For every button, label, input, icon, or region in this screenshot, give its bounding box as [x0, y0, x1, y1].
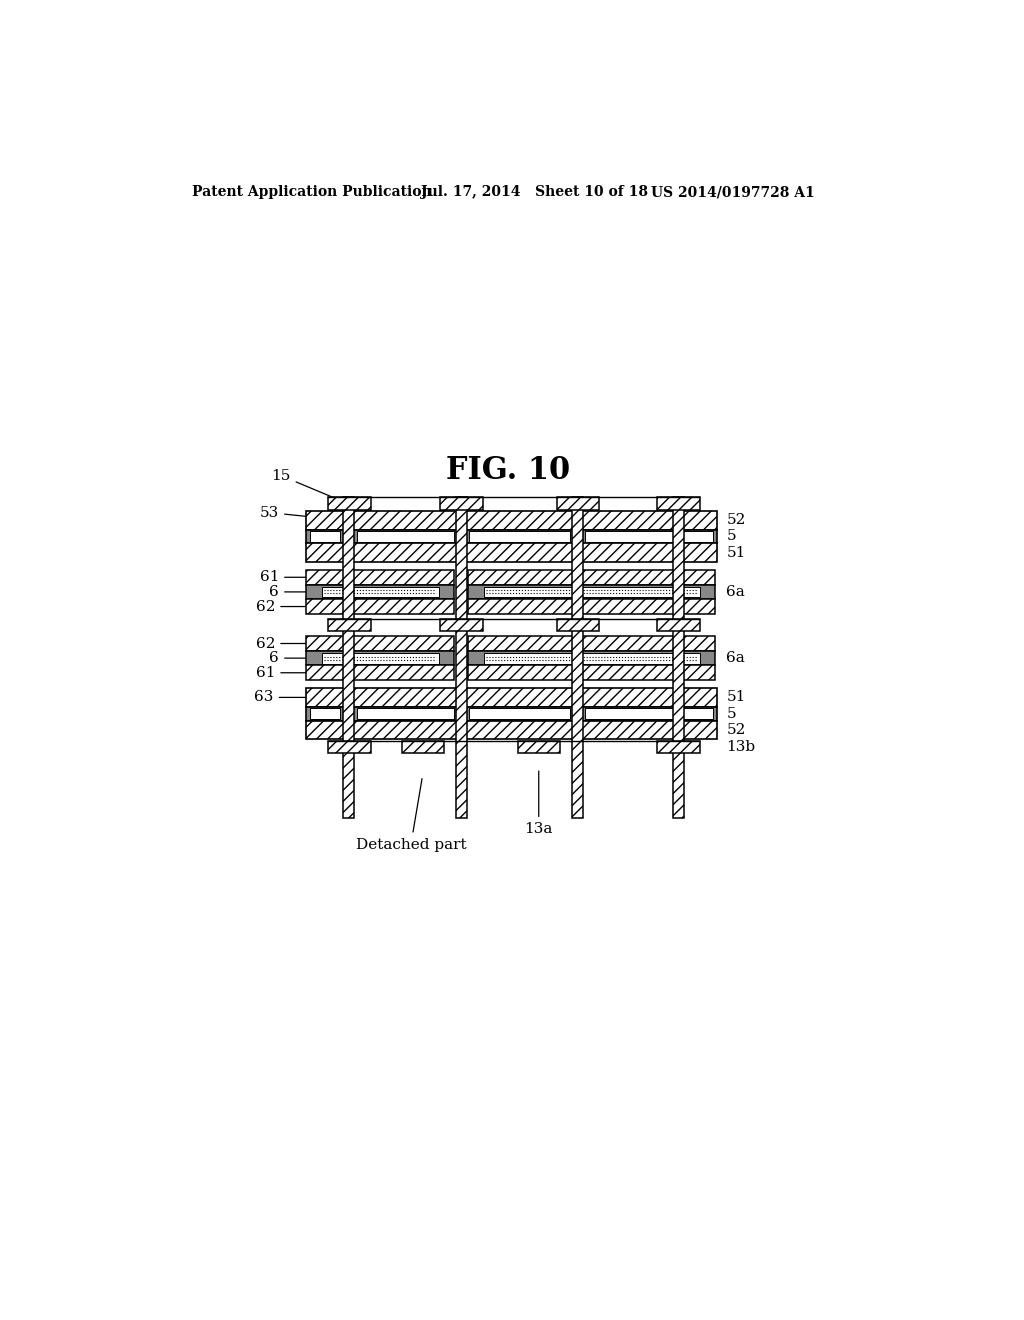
Bar — [468, 651, 716, 665]
Bar — [401, 741, 444, 752]
Bar — [673, 498, 684, 818]
Bar — [483, 653, 700, 664]
Text: 62: 62 — [256, 636, 307, 651]
Bar — [657, 619, 700, 631]
Bar — [469, 708, 569, 719]
Bar — [586, 531, 713, 543]
Bar — [356, 708, 454, 719]
Bar — [306, 706, 717, 721]
Text: 51: 51 — [726, 690, 745, 705]
Bar — [306, 721, 717, 739]
Bar — [306, 511, 717, 529]
Text: 15: 15 — [271, 469, 345, 503]
Text: 13a: 13a — [524, 771, 553, 836]
Bar — [306, 529, 717, 544]
Text: 51: 51 — [726, 545, 745, 560]
Text: 62: 62 — [256, 599, 307, 614]
Bar — [356, 531, 454, 543]
Text: 53: 53 — [260, 506, 327, 520]
Bar — [468, 570, 716, 585]
Text: 61: 61 — [260, 570, 307, 585]
Bar — [306, 585, 455, 599]
Bar — [306, 651, 455, 665]
Text: 52: 52 — [726, 723, 745, 737]
Bar — [306, 544, 717, 562]
Text: 6: 6 — [269, 651, 307, 665]
Bar — [456, 498, 467, 818]
Bar — [468, 665, 716, 681]
Bar — [322, 586, 438, 598]
Bar — [306, 688, 717, 706]
Text: 5: 5 — [726, 706, 736, 721]
Text: 63: 63 — [254, 690, 311, 705]
Bar — [557, 498, 599, 510]
Bar — [322, 653, 438, 664]
Bar — [657, 498, 700, 510]
Bar — [306, 665, 455, 681]
Bar — [557, 619, 599, 631]
Text: 6a: 6a — [726, 585, 745, 599]
Text: 61: 61 — [256, 665, 307, 680]
Text: 13b: 13b — [726, 739, 756, 754]
Bar — [306, 570, 455, 585]
Bar — [468, 585, 716, 599]
Bar — [586, 708, 713, 719]
Bar — [343, 498, 354, 818]
Bar — [310, 708, 340, 719]
Text: Patent Application Publication: Patent Application Publication — [191, 185, 431, 199]
Text: Jul. 17, 2014   Sheet 10 of 18: Jul. 17, 2014 Sheet 10 of 18 — [421, 185, 648, 199]
Bar — [328, 498, 371, 510]
Text: 52: 52 — [726, 513, 745, 527]
Text: 5: 5 — [726, 529, 736, 544]
Bar — [469, 531, 569, 543]
Bar — [328, 619, 371, 631]
Text: US 2014/0197728 A1: US 2014/0197728 A1 — [651, 185, 815, 199]
Bar — [310, 531, 340, 543]
Text: 6: 6 — [269, 585, 307, 599]
Bar — [483, 586, 700, 598]
Bar — [306, 636, 455, 651]
Bar — [518, 741, 560, 752]
Text: 6a: 6a — [726, 651, 745, 665]
Bar — [468, 599, 716, 614]
Bar — [468, 636, 716, 651]
Bar — [306, 599, 455, 614]
Text: FIG. 10: FIG. 10 — [445, 455, 569, 486]
Bar — [657, 741, 700, 752]
Bar — [572, 498, 583, 818]
Bar — [440, 619, 483, 631]
Bar — [440, 498, 483, 510]
Text: Detached part: Detached part — [355, 779, 466, 851]
Bar — [328, 741, 371, 752]
